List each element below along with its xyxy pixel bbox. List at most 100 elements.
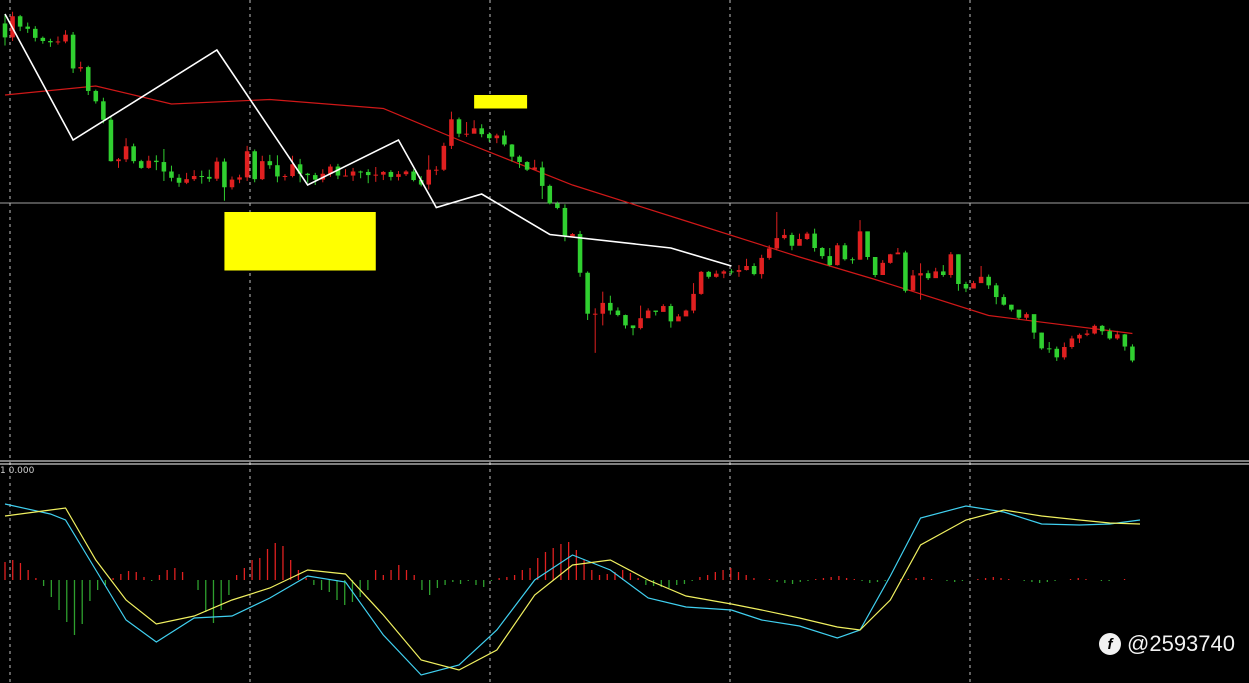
candle-body [608, 302, 613, 311]
candle-body [161, 162, 167, 172]
candle-body [600, 302, 606, 314]
candle-body [933, 271, 938, 279]
candle-body [441, 145, 447, 170]
candle-body [63, 34, 68, 42]
candle-body [312, 175, 318, 180]
candle-body [1024, 314, 1029, 318]
candle-body [350, 171, 356, 176]
candle-body [267, 161, 273, 166]
candle-body [449, 119, 454, 146]
candle-body [1001, 297, 1007, 305]
candle-body [615, 310, 621, 316]
candle-body [199, 176, 205, 177]
candle-body [184, 179, 189, 183]
candle-body [108, 119, 114, 162]
candle-body [32, 28, 38, 38]
candle-body [789, 234, 795, 246]
candle-body [842, 245, 848, 260]
indicator-label: 1 0.000 [0, 466, 35, 476]
candle-body [418, 180, 424, 185]
candle-body [963, 284, 969, 289]
candle-body [388, 171, 394, 177]
highlight-box-1 [224, 212, 376, 271]
candle-body [116, 159, 121, 162]
candle-body [1009, 304, 1014, 310]
candle-body [532, 167, 537, 170]
candle-body [237, 177, 242, 180]
indicator-signal-line [4, 507, 1141, 671]
candle-body [1069, 338, 1075, 347]
candle-body [244, 151, 250, 178]
candle-body [2, 23, 8, 38]
candle-body [925, 273, 931, 279]
candle-body [328, 166, 333, 174]
candle-body [343, 175, 348, 177]
zigzag-line [4, 13, 732, 267]
candle-body [661, 306, 666, 312]
candle-body [638, 318, 643, 329]
candle-body [555, 203, 560, 208]
candle-body [434, 169, 439, 171]
candle-body [865, 231, 870, 257]
candle-body [668, 306, 674, 322]
candle-body [562, 207, 568, 237]
candle-body [1077, 334, 1082, 339]
candle-body [857, 231, 863, 260]
candle-body [676, 316, 681, 322]
candle-body [191, 176, 197, 180]
candle-body [1099, 325, 1105, 332]
candle-body [305, 173, 310, 176]
candle-body [282, 176, 288, 177]
candle-body [1062, 347, 1067, 358]
candle-body [592, 313, 598, 315]
candle-body [1115, 334, 1120, 339]
candle-body [918, 273, 923, 276]
candle-body [55, 41, 61, 43]
candle-body [691, 293, 696, 311]
candle-body [766, 248, 772, 258]
candle-body [645, 310, 651, 319]
candle-body [910, 275, 916, 291]
candle-body [290, 164, 295, 176]
candle-body [751, 266, 757, 275]
candle-body [698, 271, 704, 294]
candle-body [411, 171, 416, 181]
candle-body [993, 285, 999, 298]
candle-body [986, 276, 991, 286]
candle-body [1016, 309, 1022, 318]
candle-body [744, 266, 749, 271]
candle-body [48, 41, 53, 43]
candle-body [1046, 348, 1052, 350]
candle-body [1054, 348, 1060, 358]
moving-average-line [4, 85, 1133, 335]
candle-body [1130, 346, 1135, 361]
candle-body [683, 310, 689, 317]
candle-body [123, 146, 129, 160]
candle-body [207, 176, 212, 179]
candle-body [479, 128, 484, 135]
candle-body [222, 161, 227, 188]
candle-body [1092, 325, 1097, 334]
candle-body [903, 252, 908, 291]
candle-body [396, 174, 401, 177]
candle-body [570, 234, 575, 237]
candle-body [653, 310, 659, 312]
candle-body [373, 174, 379, 176]
candle-body [381, 171, 386, 175]
candle-body [169, 171, 174, 178]
candle-body [40, 37, 46, 41]
candle-body [25, 26, 30, 29]
candle-body [365, 171, 371, 176]
candle-body [729, 271, 734, 273]
candle-body [154, 160, 159, 163]
candle-body [17, 16, 23, 27]
candle-body [214, 161, 220, 179]
candle-body [275, 165, 280, 177]
candle-body [524, 162, 530, 170]
candle-body [502, 135, 507, 145]
highlight-box-2 [474, 95, 528, 109]
candle-body [403, 171, 409, 175]
candle-body [176, 177, 182, 183]
candle-body [486, 134, 492, 139]
candle-body [782, 234, 787, 239]
